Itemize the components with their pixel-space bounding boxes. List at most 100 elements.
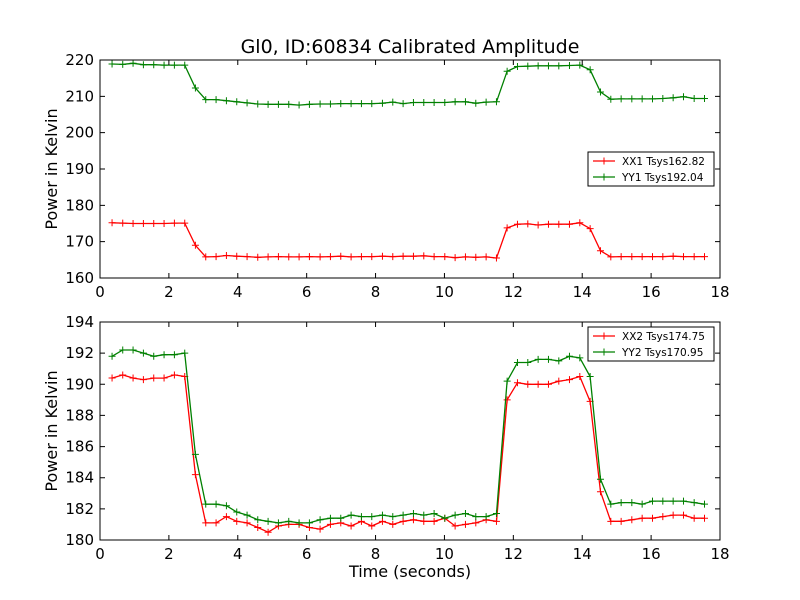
data-point	[596, 247, 604, 255]
y-tick-label: 190	[65, 375, 94, 393]
data-point	[565, 376, 573, 384]
data-point	[170, 371, 178, 379]
data-point	[430, 510, 438, 518]
data-point	[326, 100, 334, 108]
data-point	[586, 225, 594, 233]
data-point	[212, 96, 220, 104]
data-point	[264, 517, 272, 525]
data-point	[701, 95, 708, 103]
data-point	[628, 253, 636, 261]
data-point	[295, 253, 303, 261]
data-point	[202, 253, 210, 261]
chart-title: Gl0, ID:60834 Calibrated Amplitude	[241, 36, 580, 58]
data-point	[357, 513, 365, 521]
data-point	[399, 517, 407, 525]
data-point	[524, 62, 532, 70]
data-point	[524, 380, 532, 388]
data-point	[669, 252, 677, 260]
data-point	[160, 351, 168, 359]
data-point	[451, 254, 459, 262]
data-point	[347, 253, 355, 261]
x-tick-label: 14	[573, 545, 592, 563]
data-point	[129, 59, 137, 67]
legend-entry: YY1 Tsys192.04	[593, 172, 704, 184]
data-point	[430, 253, 438, 261]
data-point	[607, 517, 615, 525]
data-point	[285, 517, 293, 525]
data-point	[534, 62, 542, 70]
data-point	[264, 100, 272, 108]
data-point	[389, 520, 397, 528]
data-point	[430, 517, 438, 525]
data-point	[368, 253, 376, 261]
data-point	[389, 253, 397, 261]
data-point	[212, 519, 220, 527]
data-point	[139, 349, 147, 357]
data-point	[503, 396, 511, 404]
y-tick-label: 184	[65, 469, 94, 487]
data-point	[638, 95, 646, 103]
x-tick-label: 8	[371, 283, 381, 301]
data-point	[409, 252, 417, 260]
data-point	[544, 220, 552, 228]
x-tick-label: 12	[504, 283, 523, 301]
data-point	[555, 357, 563, 365]
data-point	[181, 219, 189, 227]
data-point	[576, 61, 584, 69]
data-point	[222, 251, 230, 259]
data-point	[233, 252, 241, 260]
data-point	[233, 98, 241, 106]
data-point	[544, 355, 552, 363]
legend-marker	[600, 173, 608, 181]
y-tick-label: 180	[65, 531, 94, 549]
data-point	[274, 253, 282, 261]
data-point	[264, 528, 272, 536]
legend-entry: XX1 Tsys162.82	[593, 156, 705, 168]
data-point	[420, 517, 428, 525]
x-tick-label: 6	[302, 283, 312, 301]
data-point	[233, 517, 241, 525]
data-point	[368, 522, 376, 530]
data-point	[150, 220, 158, 227]
data-point	[316, 253, 324, 261]
top-panel: 0 2 4 6 8 10 12 14 16 18 160 170 180 190 200 210 220 Powe…	[42, 51, 730, 301]
data-point	[233, 508, 241, 516]
data-point	[482, 98, 490, 106]
data-point	[139, 61, 147, 69]
x-tick-label: 10	[435, 283, 454, 301]
data-point	[316, 516, 324, 524]
series-2	[108, 59, 708, 109]
legend-entry: XX2 Tsys174.75	[593, 331, 705, 343]
data-point	[544, 380, 552, 388]
legend-box	[587, 326, 715, 362]
data-point	[679, 511, 687, 519]
data-point	[576, 373, 584, 380]
data-point	[679, 253, 687, 261]
data-point	[451, 511, 459, 519]
data-point	[243, 99, 251, 107]
data-point	[555, 220, 563, 228]
data-point	[690, 499, 698, 507]
data-point	[461, 98, 469, 106]
data-point	[638, 253, 646, 261]
y-tick-label: 170	[65, 233, 94, 251]
data-point	[596, 488, 604, 496]
data-point	[181, 61, 189, 69]
data-point	[607, 253, 615, 261]
legend-marker	[600, 332, 608, 340]
data-point	[254, 100, 262, 108]
data-point	[285, 253, 293, 261]
data-point	[586, 66, 594, 74]
data-point	[119, 60, 127, 68]
data-point	[701, 253, 708, 261]
legend-marker	[600, 348, 608, 356]
data-point	[222, 502, 230, 510]
series-line	[111, 374, 705, 533]
data-point	[461, 520, 469, 528]
y-tick-label: 188	[65, 406, 94, 424]
data-point	[617, 517, 625, 525]
data-point	[378, 511, 386, 519]
data-point	[565, 220, 573, 228]
data-point	[170, 61, 178, 69]
data-point	[544, 62, 552, 70]
